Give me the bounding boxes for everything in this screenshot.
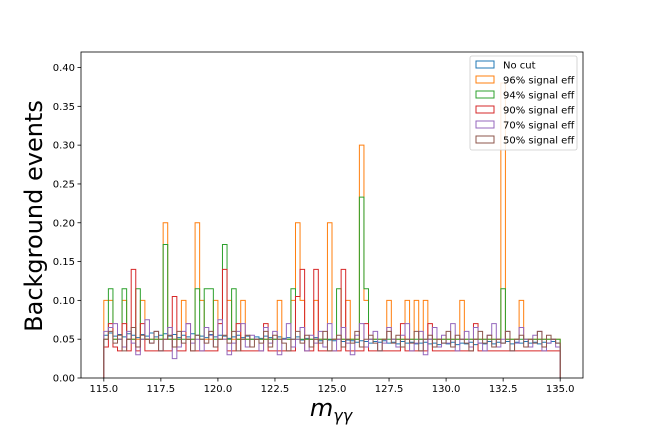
y-tick-label: 0.15	[53, 257, 75, 268]
legend-swatch	[475, 135, 495, 144]
y-tick-label: 0.30	[53, 141, 75, 152]
legend-label: 96% signal eff	[503, 76, 575, 87]
y-tick-label: 0.10	[53, 296, 75, 307]
x-axis-label-subscript: γγ	[333, 406, 353, 425]
legend-label: 90% signal eff	[503, 106, 575, 117]
y-tick-label: 0.25	[53, 179, 75, 190]
x-tick-label: 122.5	[261, 384, 290, 395]
legend-label: 70% signal eff	[503, 121, 575, 132]
y-tick-label: 0.20	[53, 218, 75, 229]
x-axis-label: mγγ	[310, 394, 354, 425]
legend: No cut 96% signal eff 94% signal eff 90% si…	[469, 55, 578, 151]
series-5-histogram	[103, 327, 561, 378]
legend-label: 50% signal eff	[503, 136, 575, 147]
x-tick-label: 115.0	[89, 384, 118, 395]
legend-swatch	[475, 90, 495, 99]
x-tick-label: 132.5	[489, 384, 518, 395]
series-layer	[103, 82, 561, 378]
x-tick-label: 135.0	[546, 384, 575, 395]
series-4-histogram	[103, 319, 561, 378]
y-tick-label: 0.35	[53, 102, 75, 113]
y-tick-label: 0.00	[53, 374, 75, 385]
x-tick-label: 120.0	[204, 384, 233, 395]
x-axis-ticks: 115.0 117.5 120.0 122.5 125.0 127.5 130.0 132.5…	[89, 378, 575, 395]
legend-swatch	[475, 120, 495, 129]
legend-swatch	[475, 75, 495, 84]
x-tick-label: 127.5	[375, 384, 404, 395]
legend-label: No cut	[503, 61, 536, 72]
legend-label: 94% signal eff	[503, 91, 575, 102]
y-axis-label: Background events	[20, 100, 48, 332]
x-tick-label: 117.5	[147, 384, 176, 395]
legend-box	[469, 55, 578, 151]
x-tick-label: 125.0	[318, 384, 347, 395]
x-axis-label-main: m	[310, 394, 333, 422]
y-tick-label: 0.05	[53, 335, 75, 346]
y-axis-ticks: 0.00 0.05 0.10 0.15 0.20 0.25 0.30 0.35 0.40	[53, 63, 81, 385]
legend-swatch	[475, 105, 495, 114]
legend-swatch	[475, 60, 495, 69]
x-tick-label: 130.0	[432, 384, 461, 395]
y-tick-label: 0.40	[53, 63, 75, 74]
